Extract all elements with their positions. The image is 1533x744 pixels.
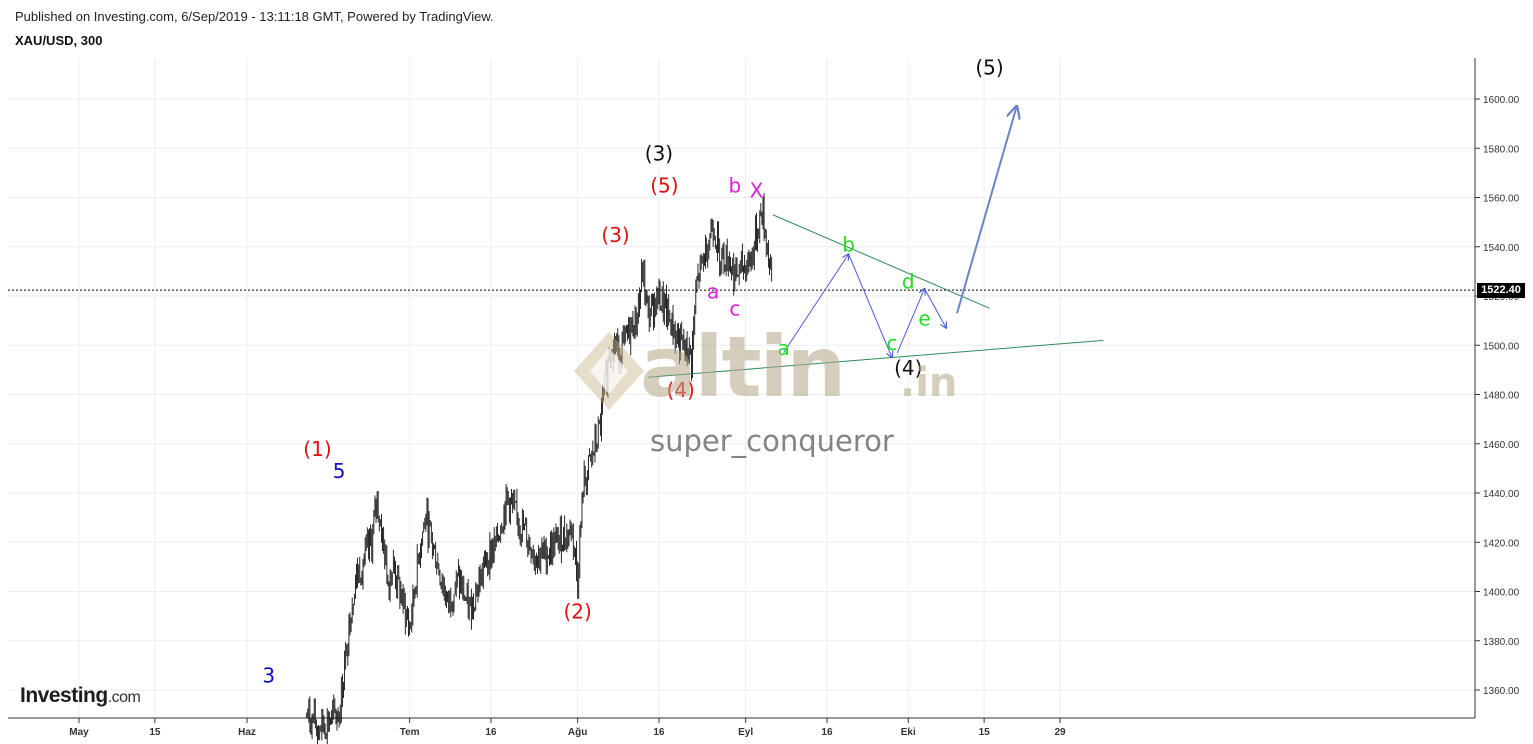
y-tick-label: 1460.00 <box>1483 440 1520 451</box>
y-tick-label: 1420.00 <box>1483 538 1520 549</box>
wave-label: a <box>777 336 789 360</box>
wave-label: (5) <box>650 174 678 198</box>
wave-label: d <box>902 270 915 294</box>
wave-label: (3) <box>601 223 629 247</box>
x-tick-label: Eyl <box>738 727 753 738</box>
y-tick-label: 1560.00 <box>1483 194 1520 205</box>
current-price-tag: 1522.40 <box>1477 283 1525 298</box>
x-tick-label: Eki <box>901 727 916 738</box>
watermark-sub: .in <box>900 360 958 406</box>
watermark-user: super_conqueror <box>650 424 894 458</box>
investing-logo: Investing.com <box>20 684 141 708</box>
wave-label: 3 <box>262 664 275 688</box>
wave-label: (3) <box>645 142 673 166</box>
projection-arrow <box>783 254 849 353</box>
projection-arrow <box>896 289 924 353</box>
symbol-label: XAU/USD, 300 <box>15 33 103 48</box>
x-tick-label: 16 <box>821 727 833 738</box>
y-tick-label: 1400.00 <box>1483 588 1520 599</box>
wave-label: b <box>842 233 855 257</box>
watermark-logo-icon <box>574 332 644 410</box>
x-tick-label: 15 <box>979 727 991 738</box>
wave-label: b <box>728 174 741 198</box>
trendline-lower <box>648 339 1104 378</box>
wave-label: c <box>729 297 740 321</box>
projection-arrow <box>924 288 947 328</box>
wave-label: (4) <box>894 356 922 380</box>
x-tick-label: Haz <box>238 727 256 738</box>
wave-label: a <box>707 279 719 303</box>
x-tick-label: Tem <box>400 727 420 738</box>
logo-suffix: .com <box>107 689 141 706</box>
x-tick-label: Ağu <box>568 727 587 738</box>
projection-arrow <box>848 253 892 357</box>
y-tick-label: 1500.00 <box>1483 341 1520 352</box>
published-caption: Published on Investing.com, 6/Sep/2019 -… <box>15 9 494 24</box>
wave-label: c <box>887 331 898 355</box>
x-tick-label: 16 <box>485 727 497 738</box>
x-tick-label: 16 <box>653 727 665 738</box>
wave-label: (2) <box>563 600 591 624</box>
wave-label: e <box>918 307 930 331</box>
y-tick-label: 1580.00 <box>1483 144 1520 155</box>
y-tick-label: 1440.00 <box>1483 489 1520 500</box>
candles-group <box>306 193 773 744</box>
x-tick-label: 29 <box>1054 727 1066 738</box>
y-tick-label: 1360.00 <box>1483 686 1520 697</box>
y-tick-label: 1480.00 <box>1483 391 1520 402</box>
wave-label: (4) <box>666 378 694 402</box>
y-tick-label: 1600.00 <box>1483 95 1520 106</box>
watermark-main: altin <box>640 318 846 416</box>
logo-brand: Investing <box>20 684 108 707</box>
y-tick-label: 1380.00 <box>1483 637 1520 648</box>
x-tick-label: May <box>69 727 89 738</box>
projection-arrow-main <box>956 106 1017 314</box>
wave-label: (5) <box>975 55 1003 79</box>
x-tick-label: 15 <box>149 727 161 738</box>
wave-label: (1) <box>303 437 331 461</box>
wave-label: 5 <box>333 459 346 483</box>
trendline-upper <box>772 214 990 309</box>
y-tick-label: 1540.00 <box>1483 243 1520 254</box>
wave-label: X <box>750 179 764 203</box>
